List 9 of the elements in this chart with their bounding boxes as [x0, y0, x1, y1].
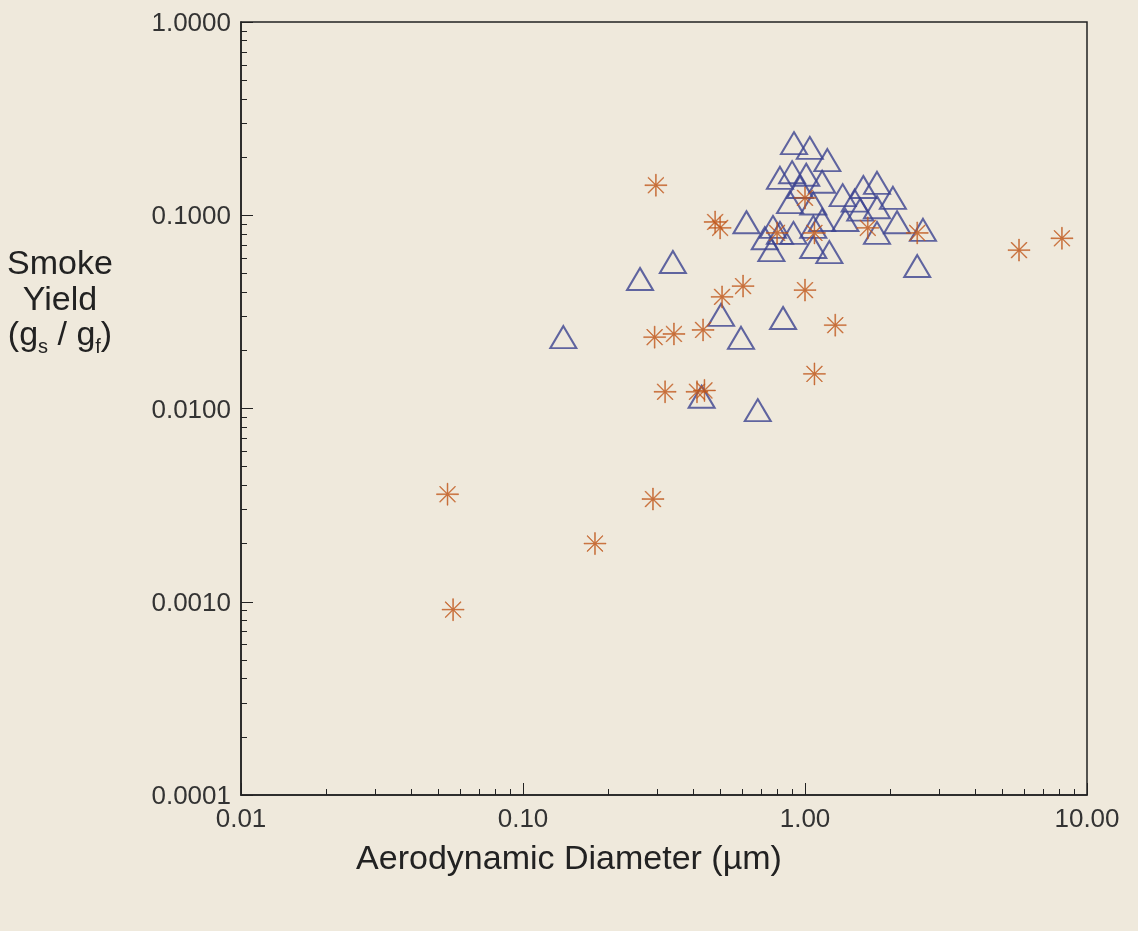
- x-tick-label: 1.00: [779, 803, 831, 833]
- x-axis-title: Aerodynamic Diameter (µm): [356, 838, 782, 876]
- y-axis-title: Smoke Yield (g$_{s}$ / g$_{f}$): [6, 243, 114, 358]
- y-tick-label: 1.0000: [151, 7, 231, 37]
- y-tick-label: 0.1000: [151, 200, 231, 231]
- y-tick-label: 0.0100: [151, 393, 231, 424]
- x-tick-label: 10.00: [1054, 803, 1120, 833]
- y-tick-label: 0.0010: [151, 586, 231, 617]
- x-tick-label: 0.10: [497, 803, 549, 833]
